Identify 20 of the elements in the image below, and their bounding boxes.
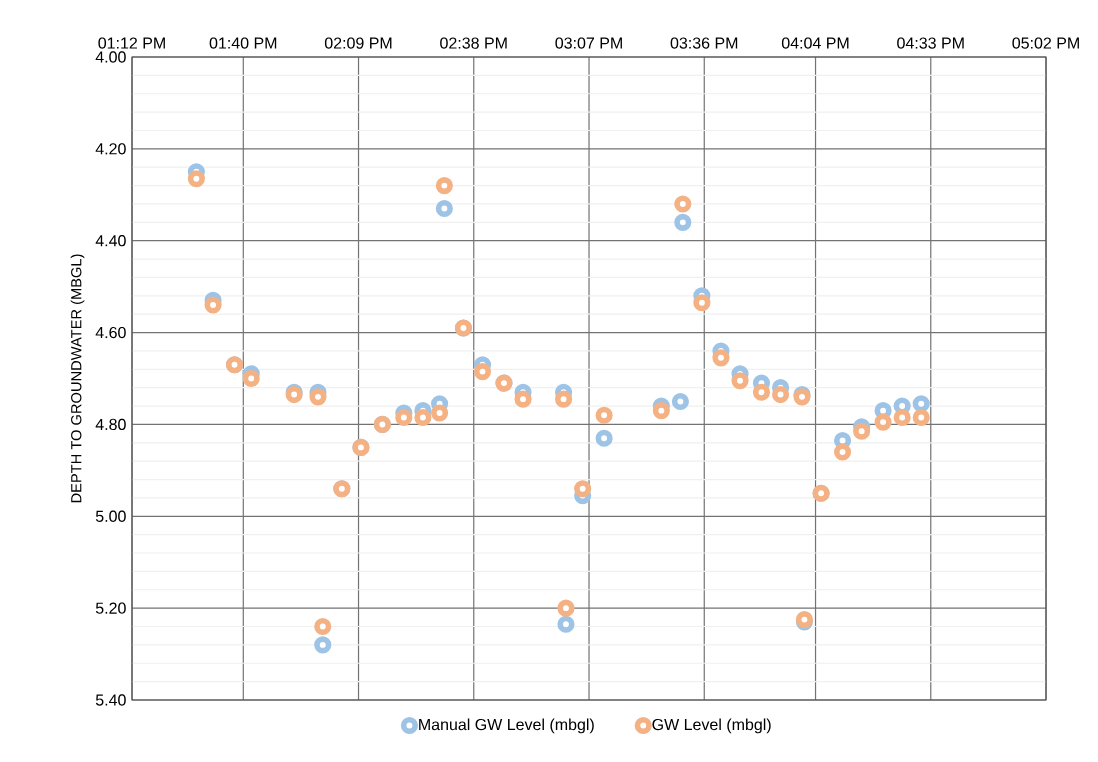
y-tick-label: 4.20 — [95, 143, 126, 155]
y-tick-label: 5.40 — [95, 694, 126, 706]
y-axis-title: DEPTH TO GROUNDWATER (MBGL) — [70, 254, 85, 503]
y-tick-label: 5.20 — [95, 602, 126, 614]
x-tick-label: 04:33 PM — [897, 37, 964, 49]
x-tick-label: 01:40 PM — [209, 37, 277, 49]
y-tick-label: 4.40 — [95, 235, 126, 247]
x-tick-label: 05:02 PM — [1012, 37, 1079, 49]
legend-label: GW Level (mbgl) — [652, 718, 771, 734]
y-tick-label: 4.60 — [95, 326, 126, 339]
y-tick-label: 4.80 — [95, 418, 126, 431]
y-tick-label: 5.00 — [95, 510, 126, 522]
x-tick-label: 04:04 PM — [781, 37, 849, 49]
x-tick-label: 02:38 PM — [440, 37, 507, 49]
x-tick-label: 03:36 PM — [670, 37, 738, 49]
legend-label: Manual GW Level (mbgl) — [419, 718, 594, 734]
x-tick-label: 03:07 PM — [555, 37, 622, 49]
y-tick-label: 4.00 — [95, 51, 126, 63]
x-tick-label: 01:12 PM — [98, 37, 165, 49]
x-tick-label: 02:09 PM — [324, 37, 392, 49]
